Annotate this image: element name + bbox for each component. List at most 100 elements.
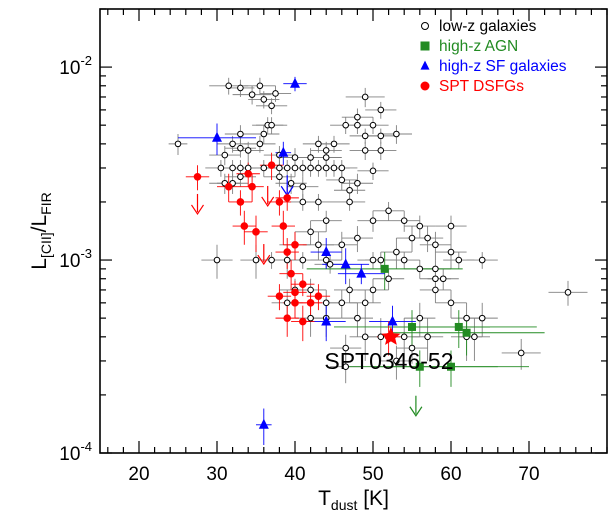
- high-z-agn-upper-limit: [409, 395, 423, 417]
- low-z-galaxies-point: [393, 248, 400, 256]
- legend-marker-low-z-galaxies: [421, 22, 429, 30]
- low-z-galaxies-point: [361, 333, 369, 341]
- legend: low-z galaxies high-z AGN high-z SF galaxi…: [420, 18, 567, 95]
- axis-ticks: [100, 8, 608, 454]
- low-z-galaxies-point: [307, 286, 314, 294]
- low-z-galaxies-point: [393, 357, 400, 365]
- low-z-galaxies-point: [229, 164, 236, 172]
- low-z-galaxies-point: [338, 241, 346, 249]
- low-z-galaxies-point: [283, 256, 291, 264]
- low-z-galaxies-point: [338, 176, 346, 184]
- y-tick-label: 10-4: [59, 439, 92, 465]
- low-z-galaxies-point: [276, 173, 283, 181]
- low-z-galaxies-point: [322, 154, 330, 161]
- spt-dsfgs-point: [279, 222, 288, 230]
- upper-limit-head: [261, 196, 275, 208]
- low-z-galaxies-point: [471, 333, 478, 341]
- low-z-galaxies-point: [393, 130, 400, 138]
- low-z-galaxies-point: [416, 222, 424, 230]
- legend-label-low-z-galaxies: low-z galaxies: [439, 18, 537, 35]
- low-z-galaxies-point: [330, 164, 338, 172]
- spt-dsfgs-point: [240, 222, 249, 230]
- low-z-galaxies-point: [268, 102, 275, 110]
- low-z-galaxies-point: [338, 164, 346, 172]
- spt-dsfgs-point: [314, 292, 323, 300]
- low-z-galaxies-point: [252, 256, 260, 264]
- low-z-galaxies-point: [260, 96, 268, 103]
- low-z-galaxies-point: [299, 256, 307, 264]
- low-z-galaxies-point: [354, 234, 361, 242]
- low-z-galaxies-point: [322, 164, 330, 172]
- low-z-galaxies-point: [517, 349, 525, 357]
- low-z-galaxies-point: [299, 198, 307, 206]
- low-z-galaxies-point: [307, 314, 314, 322]
- low-z-galaxies-point: [342, 363, 350, 371]
- spt-dsfgs-point: [287, 269, 295, 278]
- low-z-galaxies-point: [369, 286, 377, 294]
- low-z-galaxies-point: [174, 140, 182, 148]
- spt-dsfgs-point: [244, 169, 252, 178]
- low-z-galaxies-point: [268, 121, 275, 129]
- low-z-galaxies-point: [424, 234, 431, 242]
- low-z-galaxies-point: [268, 256, 275, 264]
- low-z-galaxies-point: [385, 207, 392, 215]
- high-z-sf-galaxies-point: [356, 267, 367, 278]
- spt-dsfgs-point: [291, 288, 299, 297]
- low-z-galaxies-point: [307, 154, 314, 161]
- low-z-galaxies-point: [256, 140, 264, 148]
- low-z-galaxies-point: [400, 256, 408, 264]
- spt-dsfgs-upper-limit: [257, 244, 271, 266]
- low-z-galaxies-point: [478, 314, 486, 322]
- low-z-galaxies-point: [354, 121, 361, 129]
- low-z-galaxies-point: [447, 248, 455, 256]
- spt-dsfgs-point: [248, 182, 256, 191]
- low-z-galaxies-point: [346, 286, 353, 294]
- low-z-galaxies-point: [213, 256, 221, 264]
- spt-dsfgs-point: [224, 182, 233, 191]
- spt-dsfgs-point: [291, 299, 299, 307]
- low-z-galaxies-point: [369, 217, 377, 224]
- low-z-galaxies-point: [377, 333, 385, 341]
- low-z-galaxies-point: [272, 90, 279, 97]
- low-z-galaxies-point: [287, 179, 295, 187]
- low-z-galaxies-point: [260, 130, 268, 138]
- low-z-galaxies-point: [377, 106, 385, 114]
- low-z-galaxies-point: [299, 183, 307, 190]
- high-z-agn-point: [462, 328, 471, 337]
- low-z-galaxies-point: [564, 289, 572, 296]
- spt-dsfgs-point: [275, 292, 284, 300]
- annotation-spt0346: SPT0346-52: [324, 348, 453, 374]
- low-z-galaxies-point: [237, 84, 244, 92]
- low-z-galaxies-point: [408, 344, 416, 352]
- low-z-galaxies-point: [260, 164, 268, 172]
- low-z-galaxies-point: [346, 198, 353, 206]
- low-z-galaxies-point: [283, 164, 291, 172]
- x-axis-title: Tdust [K]: [318, 487, 389, 513]
- spt-dsfgs-point: [252, 228, 260, 236]
- spt-dsfgs-point: [283, 248, 292, 256]
- legend-marker-high-z-sf-galaxies: [420, 60, 430, 70]
- low-z-galaxies-point: [237, 144, 244, 152]
- spt-dsfgs-point: [236, 198, 245, 206]
- low-z-galaxies-point: [315, 164, 322, 172]
- low-z-galaxies-point: [225, 82, 232, 90]
- high-z-sf-galaxies-point: [212, 131, 222, 142]
- low-z-galaxies-point: [322, 147, 330, 154]
- low-z-galaxies-point: [361, 93, 369, 101]
- x-tick-label: 70: [518, 464, 539, 485]
- legend-label-high-z-sf-galaxies: high-z SF galaxies: [439, 58, 567, 75]
- low-z-galaxies-point: [408, 234, 416, 242]
- low-z-galaxies-point: [377, 256, 385, 264]
- low-z-galaxies-point: [400, 333, 408, 341]
- low-z-galaxies-point: [354, 113, 361, 121]
- spt-dsfgs-point: [267, 161, 276, 170]
- high-z-sf-galaxies-point: [340, 258, 351, 269]
- upper-limit-head: [409, 406, 423, 417]
- low-z-galaxies-point: [315, 198, 322, 206]
- low-z-galaxies-point: [432, 265, 439, 273]
- x-tick-label: 50: [362, 464, 383, 485]
- low-z-galaxies-point: [322, 217, 330, 224]
- high-z-agn-point: [447, 362, 455, 371]
- high-z-sf-galaxies-point: [321, 315, 332, 326]
